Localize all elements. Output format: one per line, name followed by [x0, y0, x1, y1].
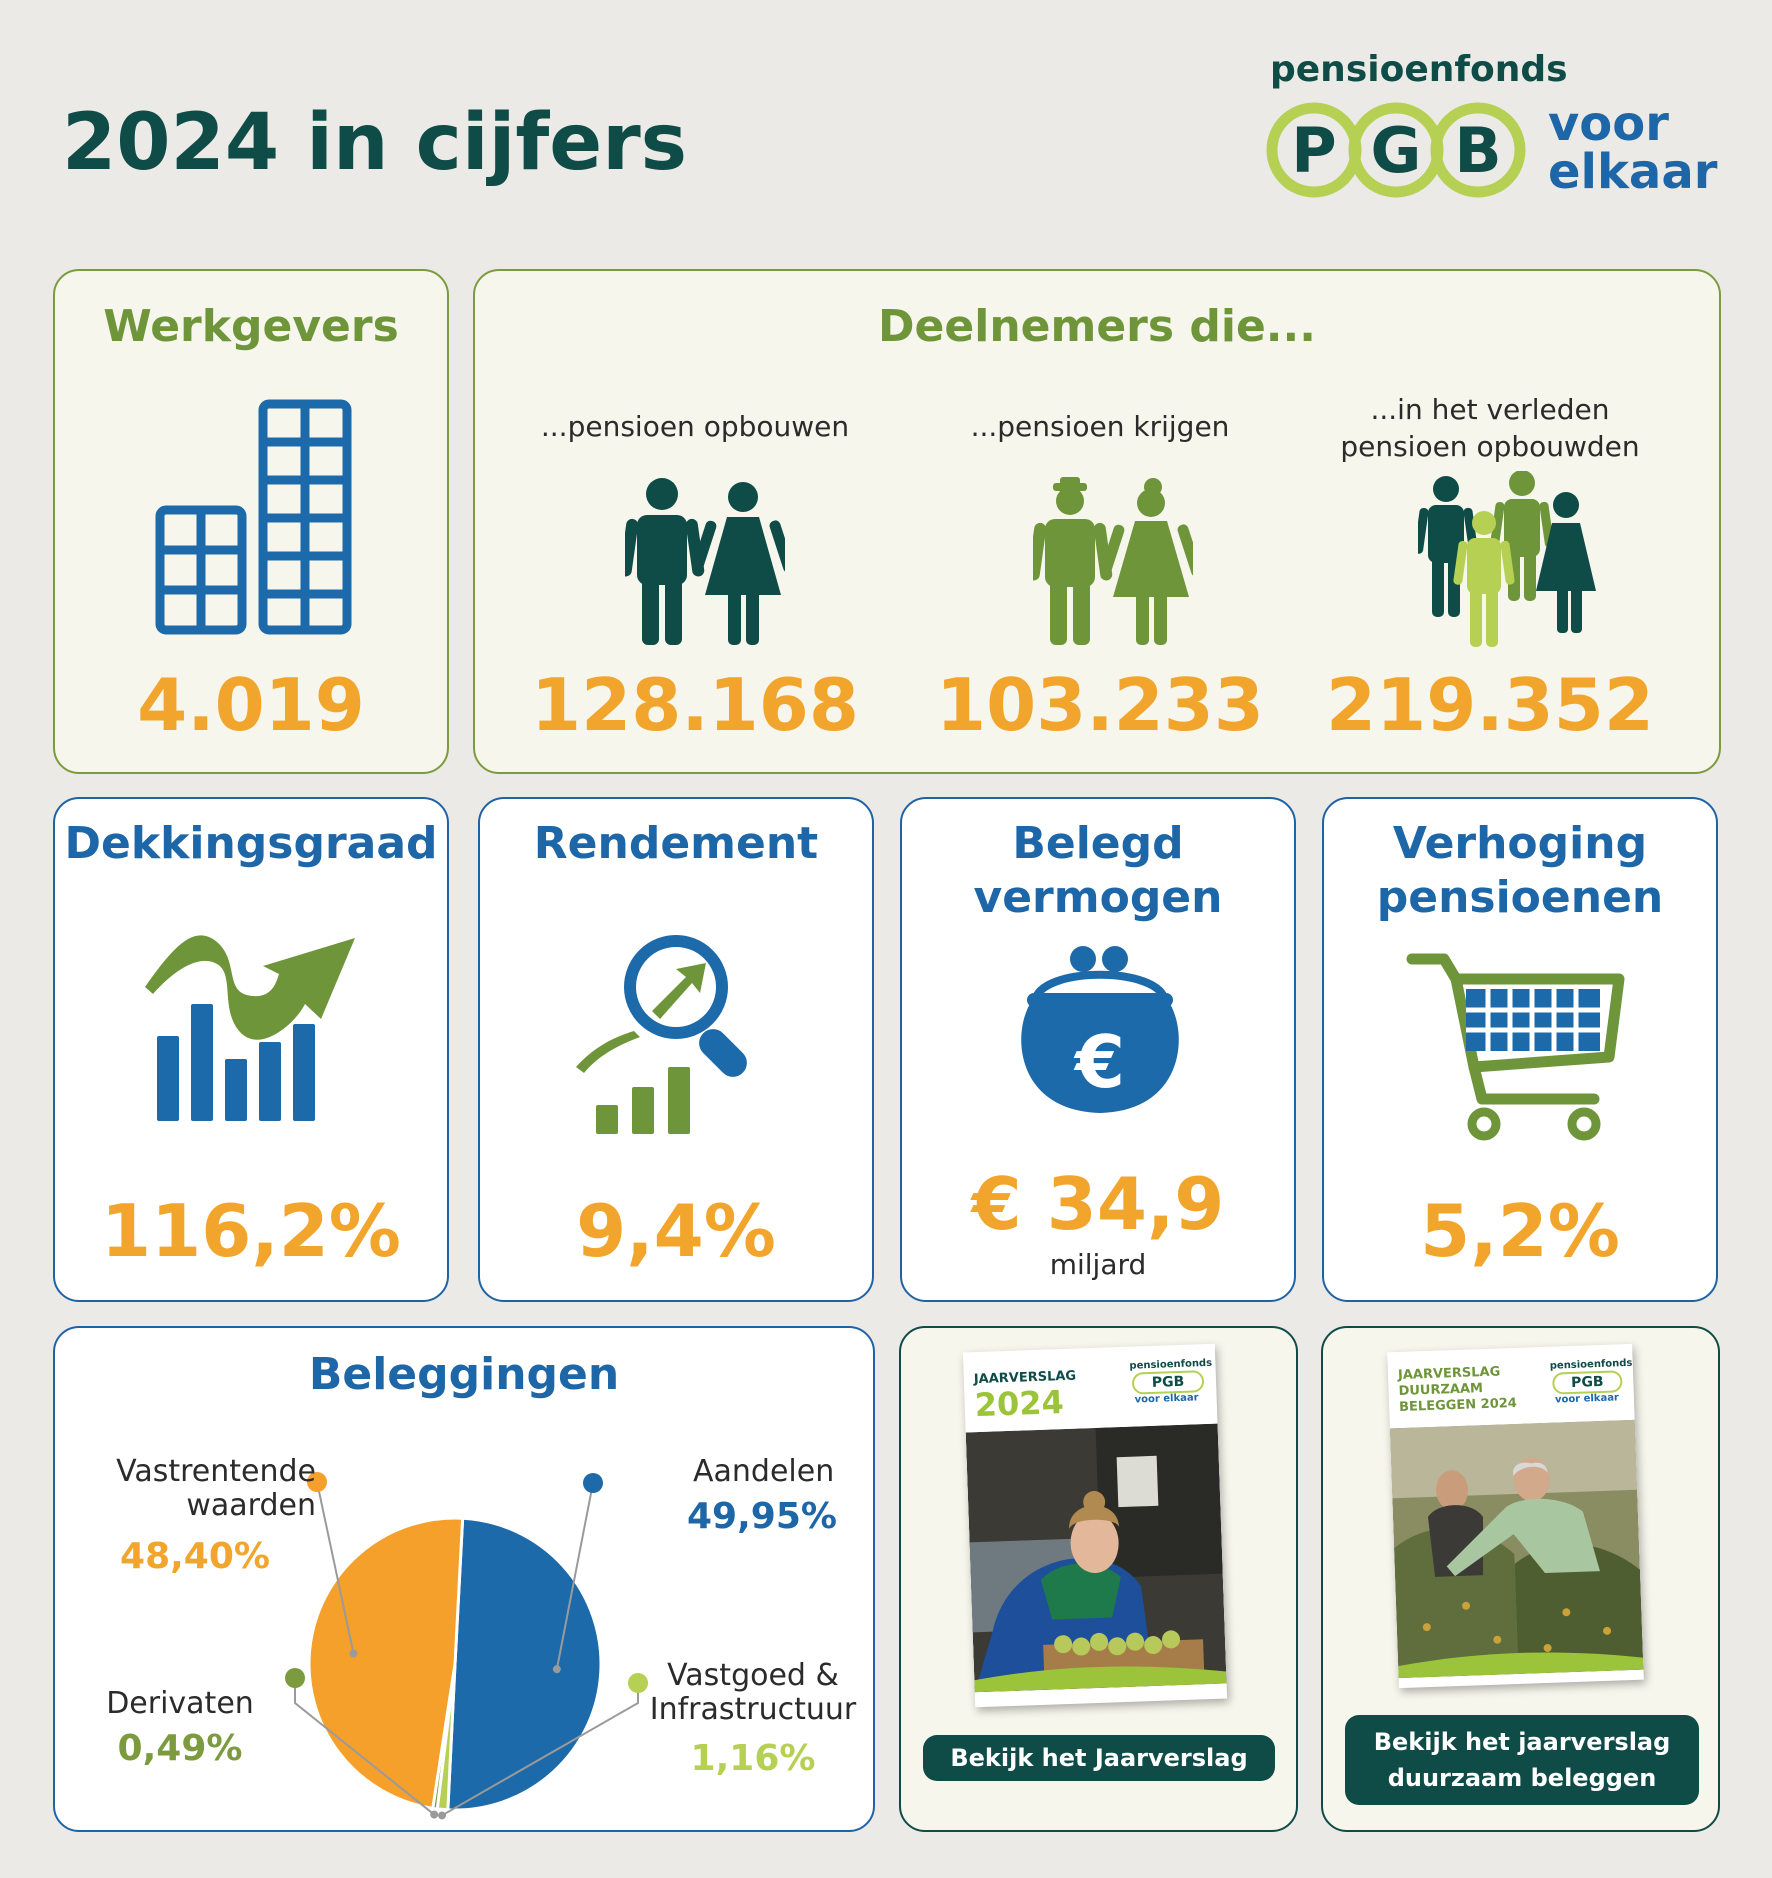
deelnemers-verleden-label-1: ...in het verleden — [1370, 393, 1610, 426]
pie-legend-marker — [307, 1472, 327, 1492]
buildings-icon — [155, 399, 352, 635]
derivaten-label: Derivaten — [106, 1686, 254, 1721]
vastrentende-label-2: waarden — [186, 1488, 316, 1523]
deelnemers-verleden-label-2: pensioen opbouwden — [1340, 430, 1640, 463]
deelnemers-krijgen-label: ...pensioen krijgen — [970, 410, 1230, 443]
jaarverslag-card: JAARVERSLAG 2024 pensioenfonds PGB voor … — [899, 1326, 1298, 1832]
duurzaam-cover-logo-tag: voor elkaar — [1554, 1392, 1620, 1406]
cover-logo-letters: PGB — [1131, 1370, 1205, 1395]
aandelen-value: 49,95% — [687, 1496, 837, 1537]
deelnemers-opbouwen-label: ...pensioen opbouwen — [540, 410, 850, 443]
verhoging-title-1: Verhoging — [1392, 818, 1648, 869]
cover-logo-top: pensioenfonds — [1129, 1357, 1213, 1372]
duurzaam-button[interactable]: Bekijk het jaarverslag duurzaam beleggen — [1345, 1715, 1699, 1805]
deelnemers-krijgen-value: 103.233 — [936, 663, 1264, 747]
belegd-value: € 34,9 — [971, 1162, 1225, 1246]
magnifier-growth-icon — [576, 935, 747, 1134]
aandelen-label: Aandelen — [693, 1454, 835, 1489]
duurzaam-cover-line-3: BELEGGEN 2024 — [1398, 1395, 1518, 1415]
duurzaam-card: JAARVERSLAG DUURZAAM BELEGGEN 2024 pensi… — [1321, 1326, 1720, 1832]
belegd-unit: miljard — [1049, 1248, 1147, 1281]
shopping-cart-icon — [1406, 953, 1625, 1141]
derivaten-value: 0,49% — [117, 1728, 243, 1769]
pie-legend-marker — [285, 1668, 305, 1688]
pie-leader-dot — [430, 1810, 439, 1819]
deelnemers-opbouwen-value: 128.168 — [531, 663, 859, 747]
logo-letter-p: P — [1291, 114, 1337, 187]
pgb-logo[interactable]: pensioenfonds P G B voor elkaar — [1258, 48, 1718, 208]
deelnemers-title: Deelnemers die... — [878, 301, 1316, 352]
rendement-card: Rendement 9,4% — [478, 797, 874, 1302]
pie-leader-dot — [349, 1649, 358, 1658]
duurzaam-button-line-1: Bekijk het jaarverslag — [1373, 1728, 1671, 1756]
logo-letter-b: B — [1454, 114, 1502, 187]
logo-top-text: pensioenfonds — [1270, 49, 1568, 90]
cover-line-2: 2024 — [974, 1383, 1065, 1425]
family-icon — [1418, 471, 1596, 647]
jaarverslag-cover[interactable]: JAARVERSLAG 2024 pensioenfonds PGB voor … — [962, 1343, 1228, 1708]
cover-photo-garden — [1389, 1419, 1644, 1679]
vastgoed-label-2: Infrastructuur — [649, 1692, 857, 1727]
beleggingen-card: Beleggingen Vastrentende waarden 48,40% … — [53, 1326, 875, 1832]
deelnemers-verleden-value: 219.352 — [1326, 663, 1654, 747]
rendement-title: Rendement — [533, 818, 819, 869]
werkgevers-card: Werkgevers 4.019 — [53, 269, 449, 774]
duurzaam-cover-line-2: DUURZAAM — [1398, 1381, 1484, 1399]
duurzaam-cover-line-1: JAARVERSLAG — [1397, 1364, 1501, 1384]
logo-tag-voor: voor — [1548, 96, 1669, 152]
dekkingsgraad-value: 116,2% — [101, 1189, 401, 1273]
pie-leader-dot — [552, 1665, 561, 1674]
pie-legend-marker — [628, 1673, 648, 1693]
belegd-title-1: Belegd — [1012, 818, 1184, 869]
pie-leader-line — [316, 1481, 355, 1654]
logo-tag-elkaar: elkaar — [1548, 144, 1718, 200]
man-woman-icon — [625, 478, 785, 645]
dekkingsgraad-title: Dekkingsgraad — [64, 818, 438, 869]
verhoging-card: Verhoging pensioenen 5,2% — [1322, 797, 1718, 1302]
deelnemers-card: Deelnemers die... ...pensioen opbouwen 1… — [473, 269, 1721, 774]
beleggingen-pie-chart — [285, 1472, 648, 1820]
pie-slice-vastrentende-waarden — [307, 1516, 465, 1811]
werkgevers-title: Werkgevers — [103, 301, 399, 352]
cover-photo-woman — [965, 1423, 1227, 1693]
belegd-title-2: vermogen — [973, 872, 1223, 923]
vastrentende-label-1: Vastrentende — [116, 1454, 316, 1489]
pie-slice-aandelen — [446, 1516, 603, 1812]
coverage-chart-icon — [145, 935, 355, 1121]
logo-rings-icon — [1266, 102, 1526, 198]
verhoging-title-2: pensioenen — [1376, 872, 1664, 923]
vastrentende-value: 48,40% — [120, 1536, 270, 1577]
duurzaam-cover-logo-letters: PGB — [1552, 1370, 1623, 1395]
duurzaam-cover-logo-top: pensioenfonds — [1549, 1357, 1633, 1372]
page-title: 2024 in cijfers — [62, 98, 688, 188]
logo-letter-g: G — [1370, 114, 1422, 187]
svg-text:€: € — [1073, 1020, 1125, 1104]
vastgoed-value: 1,16% — [690, 1738, 816, 1779]
vastgoed-label-1: Vastgoed & — [667, 1658, 839, 1693]
coin-purse-icon: € — [1021, 946, 1179, 1113]
rendement-value: 9,4% — [576, 1189, 776, 1273]
duurzaam-cover[interactable]: JAARVERSLAG DUURZAAM BELEGGEN 2024 pensi… — [1387, 1343, 1644, 1689]
elderly-couple-icon — [1033, 477, 1193, 645]
beleggingen-title: Beleggingen — [308, 1349, 620, 1400]
duurzaam-button-line-2: duurzaam beleggen — [1387, 1764, 1657, 1792]
jaarverslag-button[interactable]: Bekijk het Jaarverslag — [923, 1735, 1275, 1781]
verhoging-value: 5,2% — [1420, 1189, 1620, 1273]
pie-leader-line — [555, 1482, 594, 1670]
pie-legend-marker — [583, 1473, 603, 1493]
pie-leader-dot — [437, 1811, 446, 1820]
dekkingsgraad-card: Dekkingsgraad 116,2% — [53, 797, 449, 1302]
werkgevers-value: 4.019 — [137, 663, 365, 747]
belegd-card: Belegd vermogen € € 34,9 miljard — [900, 797, 1296, 1302]
cover-logo-tag: voor elkaar — [1134, 1392, 1199, 1406]
